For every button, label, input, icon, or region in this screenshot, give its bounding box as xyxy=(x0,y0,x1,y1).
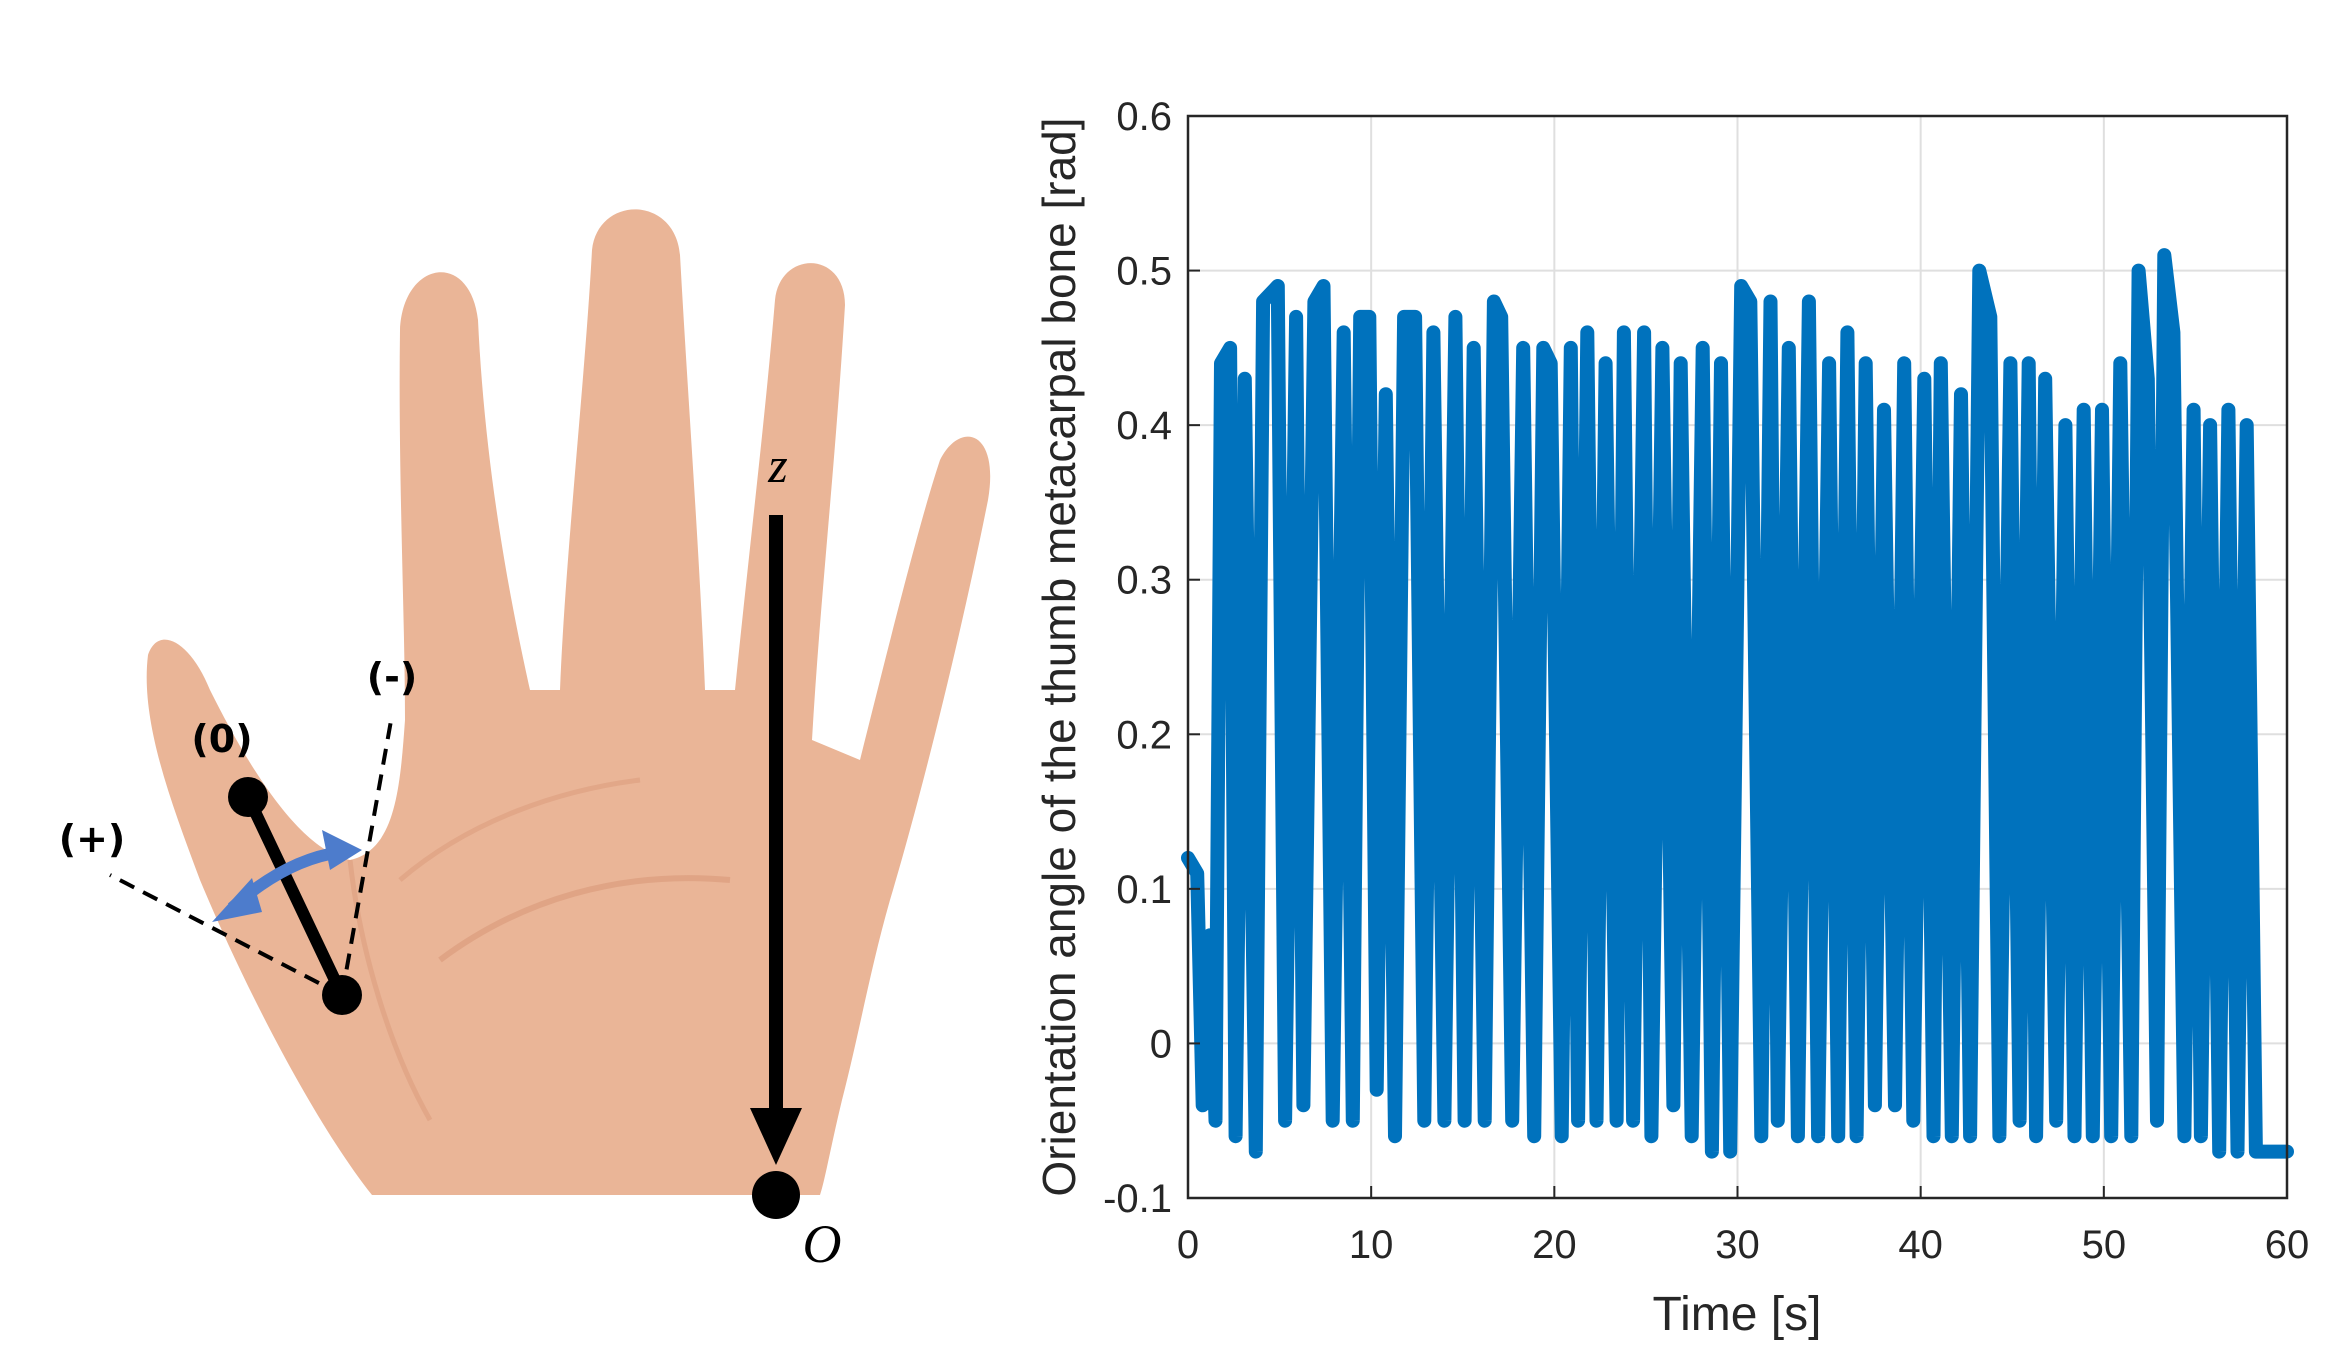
y-tick-label: 0.1 xyxy=(1116,868,1172,912)
positive-label: (+) xyxy=(59,817,126,861)
palm-crease xyxy=(438,875,731,963)
y-tick-label: -0.1 xyxy=(1103,1177,1172,1221)
x-tick-label: 20 xyxy=(1532,1223,1577,1267)
rotation-arrowhead-negative xyxy=(322,830,362,870)
x-tick-label: 50 xyxy=(2082,1223,2127,1267)
y-tick-label: 0.6 xyxy=(1116,95,1172,139)
series-layer xyxy=(1181,248,2294,1159)
y-tick-label: 0.3 xyxy=(1116,559,1172,603)
x-ticks: 0 10 20 30 40 50 60 xyxy=(1177,1186,2309,1267)
neutral-label: (0) xyxy=(191,717,252,761)
z-axis-arrowhead xyxy=(750,1108,802,1165)
line-chart: 0 10 20 30 40 50 60 -0.100.10.20.30.40.50.6 Ti… xyxy=(1033,95,2309,1341)
bone-tip-dot xyxy=(228,777,268,817)
y-tick-label: 0.4 xyxy=(1116,404,1172,448)
z-axis-label: z xyxy=(767,437,787,493)
x-tick-label: 40 xyxy=(1898,1223,1943,1267)
y-tick-label: 0.5 xyxy=(1116,250,1172,294)
thumb-crease xyxy=(347,859,433,1122)
x-tick-label: 60 xyxy=(2265,1223,2310,1267)
x-tick-label: 30 xyxy=(1715,1223,1760,1267)
x-tick-label: 10 xyxy=(1349,1223,1394,1267)
metacarpal-bone xyxy=(242,791,348,1001)
rotation-arrowhead-positive xyxy=(212,878,262,922)
x-tick-label: 0 xyxy=(1177,1223,1199,1267)
negative-label: (-) xyxy=(367,655,418,699)
positive-limit-line xyxy=(109,873,343,997)
origin-dot xyxy=(752,1171,800,1219)
hand-diagram: (0) (+) (-) z O xyxy=(59,209,991,1274)
hand-silhouette xyxy=(146,209,991,1195)
palm-crease xyxy=(398,777,641,882)
bone-base-dot xyxy=(322,975,362,1015)
series-line xyxy=(1181,248,2294,1159)
y-ticks: -0.1 0 0.1 0.2 0.3 0.4 0.5 0.6 xyxy=(1103,95,1200,1221)
x-axis-label: Time [s] xyxy=(1653,1288,1822,1341)
y-tick-label: 0 xyxy=(1150,1022,1172,1066)
y-axis-label: Orientation angle of the thumb metacarpa… xyxy=(1033,117,1085,1196)
negative-limit-line xyxy=(340,714,394,996)
y-tick-label: 0.2 xyxy=(1116,713,1172,757)
origin-label: O xyxy=(803,1214,842,1274)
